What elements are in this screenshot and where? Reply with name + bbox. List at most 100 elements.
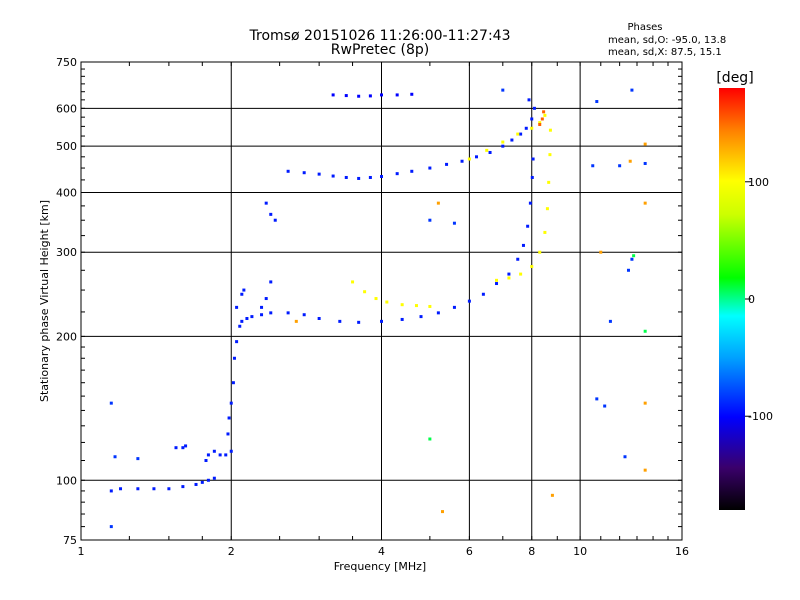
data-point-o-trace — [530, 175, 534, 179]
data-point-noise — [591, 164, 595, 168]
data-point-o-trace — [260, 313, 264, 317]
data-point-o-trace — [245, 316, 249, 320]
x-axis-label: Frequency [MHz] — [334, 560, 426, 573]
data-point-x-trace — [547, 180, 551, 184]
data-point-x-trace — [545, 207, 549, 211]
data-point-o-trace — [181, 485, 185, 489]
data-point-o-trace — [232, 356, 236, 360]
data-point-o-trace — [531, 157, 535, 161]
data-point-x-trace — [400, 303, 404, 307]
data-point-o-trace — [200, 480, 204, 484]
data-point-x-trace — [467, 157, 471, 161]
phase-info-title: Phases — [627, 22, 662, 33]
data-point-o-trace — [269, 311, 273, 315]
data-point-noise — [428, 218, 432, 222]
data-point-o-f2-upper — [273, 218, 277, 222]
y-tick-label: 100 — [56, 474, 77, 487]
data-point-o-f2-upper — [532, 106, 536, 110]
data-point-noise — [595, 397, 599, 401]
data-point-noise-warm — [441, 510, 445, 514]
data-point-o-trace — [338, 319, 342, 323]
data-point-noise — [630, 257, 634, 261]
data-point-noise — [626, 268, 630, 272]
data-point-noise-warm — [294, 319, 298, 323]
data-point-noise-warm — [599, 250, 603, 254]
data-point-sporadic-e — [395, 93, 399, 97]
colorbar: [deg] 100 0 -100 — [716, 70, 773, 510]
data-point-o-trace — [507, 272, 511, 276]
colorbar-tick-label: 100 — [748, 176, 769, 189]
data-point-o-trace — [400, 317, 404, 321]
data-point-o-trace — [206, 453, 210, 457]
data-point-o-trace — [184, 444, 188, 448]
data-point-o-f2-upper — [264, 201, 268, 205]
data-point-noise-warm — [643, 142, 647, 146]
data-point-o-f2-upper — [357, 176, 361, 180]
x-tick-label: 6 — [466, 545, 473, 558]
data-point-o-trace — [317, 316, 321, 320]
data-point-o-trace — [238, 324, 242, 328]
data-point-sporadic-e — [368, 94, 372, 98]
data-point-x-trace — [516, 132, 520, 136]
data-point-o-trace — [109, 489, 113, 493]
data-point-x-trace — [538, 121, 542, 125]
data-point-noise — [608, 319, 612, 323]
data-point-o-trace — [436, 311, 440, 315]
x-tick-label: 1 — [78, 545, 85, 558]
data-point-noise — [109, 525, 113, 529]
data-point-o-f2-upper — [269, 212, 273, 216]
y-tick-label: 200 — [56, 330, 77, 343]
data-point-o-trace — [235, 305, 239, 309]
data-point-noise — [618, 164, 622, 168]
data-point-x-trace — [495, 278, 499, 282]
data-point-x-trace — [543, 230, 547, 234]
data-point-noise — [113, 455, 117, 459]
chart-subtitle: RwPretec (8p) — [331, 42, 429, 58]
data-point-o-trace — [264, 297, 268, 301]
data-point-x-trace — [374, 297, 378, 301]
data-point-x-trace — [363, 290, 367, 294]
data-point-x-trace — [414, 304, 418, 308]
phase-info-x: mean, sd,X: 87.5, 15.1 — [608, 47, 722, 58]
data-point-o-trace — [269, 280, 273, 284]
y-tick-label: 500 — [56, 140, 77, 153]
data-point-o-f2-upper — [344, 175, 348, 179]
data-point-x-trace — [543, 113, 547, 117]
data-point-o-f2-upper — [530, 117, 534, 121]
data-point-o-trace — [286, 311, 290, 315]
data-point-o-f2-upper — [524, 126, 528, 130]
data-point-noise — [603, 404, 607, 408]
data-point-o-trace — [452, 305, 456, 309]
y-tick-label: 750 — [56, 56, 77, 69]
colorbar-label: [deg] — [716, 70, 753, 86]
data-point-o-f2-upper — [380, 175, 383, 179]
data-point-o-trace — [481, 292, 485, 296]
data-point-o-trace — [224, 453, 228, 457]
data-point-o-f2-upper — [410, 169, 414, 173]
data-point-o-trace — [380, 319, 383, 323]
data-point-x-trace — [548, 128, 552, 132]
data-point-x-trace-red — [540, 117, 544, 121]
data-point-o-trace — [206, 478, 210, 482]
colorbar-ticks: 100 0 -100 — [745, 176, 773, 423]
data-point-sporadic-e — [380, 93, 383, 97]
data-point-sporadic-e — [357, 94, 361, 98]
data-point-o-trace — [119, 487, 123, 491]
data-point-noise — [643, 161, 647, 165]
data-point-o-trace — [229, 401, 233, 405]
data-point-x-trace — [507, 276, 511, 280]
data-point-o-trace — [204, 458, 208, 462]
data-point-x-trace — [385, 300, 389, 304]
data-point-o-f2-upper — [395, 172, 399, 176]
data-point-o-f2-upper — [519, 132, 523, 136]
data-point-sporadic-e — [410, 92, 414, 96]
data-point-x-trace — [519, 272, 523, 276]
data-point-o-trace — [212, 449, 216, 453]
data-point-o-f2-upper — [368, 175, 372, 179]
data-point-noise-warm — [628, 159, 632, 163]
data-point-noise-warm — [643, 201, 647, 205]
x-tick-label: 16 — [675, 545, 689, 558]
data-point-o-trace — [495, 282, 499, 286]
data-point-x-trace-red — [542, 110, 546, 114]
